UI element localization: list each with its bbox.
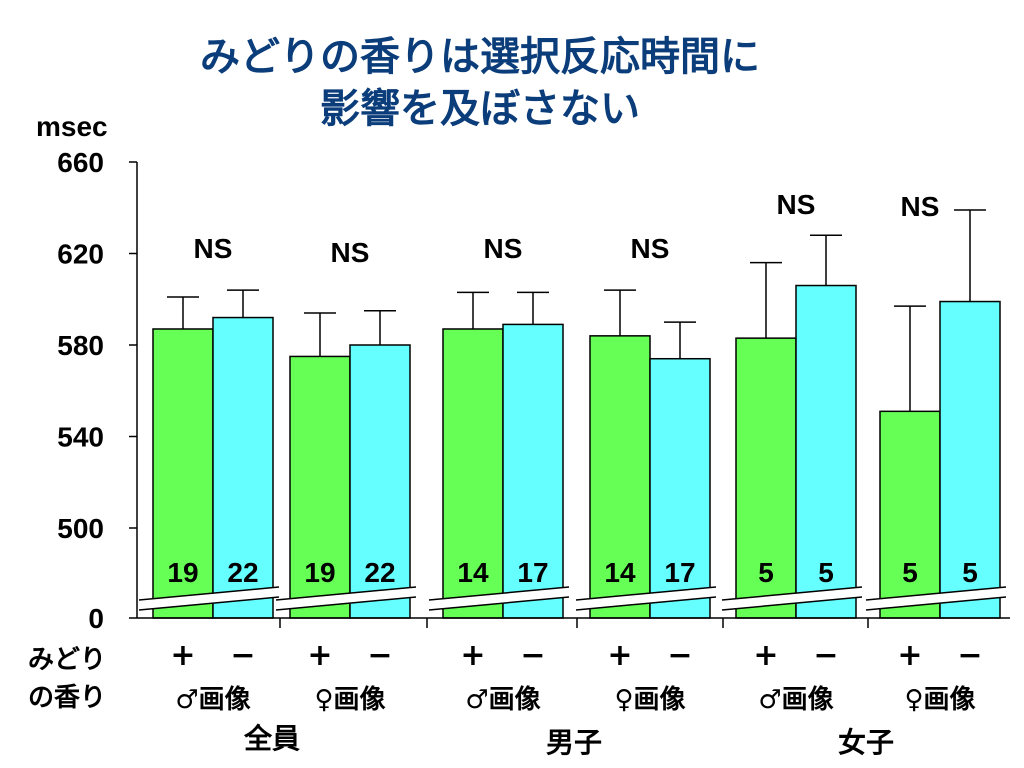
scent-label-3-1: − xyxy=(667,638,692,673)
scent-label-5-0: + xyxy=(897,638,922,673)
axis-break-line-b-2 xyxy=(428,596,570,611)
y-tick-label-3: 540 xyxy=(57,422,104,453)
image-label-5: ♀画像 xyxy=(904,685,976,715)
bar-4-1 xyxy=(795,284,857,619)
n-label-5-1: 5 xyxy=(962,557,978,588)
axis-break-gap-5 xyxy=(866,587,1006,610)
axis-break-line-a-0 xyxy=(138,586,280,601)
bar-3-1 xyxy=(649,357,711,619)
n-label-2-1: 17 xyxy=(517,557,548,588)
scent-label-1-1: − xyxy=(367,638,392,673)
y-tick-label-zero: 0 xyxy=(88,603,104,634)
significance-label-3: NS xyxy=(631,233,670,264)
y-axis-label: msec xyxy=(36,111,108,142)
axis-break-line-b-3 xyxy=(575,596,717,611)
axis-break-line-a-3 xyxy=(575,586,717,601)
significance-label-1: NS xyxy=(331,237,370,268)
y-tick-label-0: 660 xyxy=(57,147,104,178)
image-label-4: ♂画像 xyxy=(758,685,834,715)
axis-break-line-b-4 xyxy=(721,596,863,611)
axis-break-line-a-1 xyxy=(275,586,417,601)
image-label-0: ♂画像 xyxy=(175,685,251,715)
significance-label-5: NS xyxy=(901,191,940,222)
n-label-2-0: 14 xyxy=(457,557,489,588)
n-label-4-1: 5 xyxy=(818,557,834,588)
scent-label-3-0: + xyxy=(607,638,632,673)
category-label-1: 男子 xyxy=(546,726,602,759)
bar-5-0 xyxy=(879,410,941,619)
n-label-4-0: 5 xyxy=(758,557,774,588)
axis-break-gap-1 xyxy=(276,587,416,610)
image-label-2: ♂画像 xyxy=(465,685,541,715)
axis-break-gap-4 xyxy=(722,587,862,610)
y-tick-label-1: 620 xyxy=(57,239,104,270)
scent-label-0-0: + xyxy=(170,638,195,673)
n-label-3-0: 14 xyxy=(604,557,636,588)
n-label-0-0: 19 xyxy=(167,557,198,588)
scent-label-2-1: − xyxy=(520,638,545,673)
bar-5-1 xyxy=(939,300,1001,619)
image-label-1: ♀画像 xyxy=(314,685,386,715)
significance-label-2: NS xyxy=(484,233,523,264)
chart-title-line-1: みどりの香りは選択反応時間に xyxy=(200,34,760,80)
axis-break-line-a-2 xyxy=(428,586,570,601)
axis-break-gap-3 xyxy=(576,587,716,610)
category-label-2: 女子 xyxy=(838,726,894,759)
y-tick-label-2: 580 xyxy=(57,330,104,361)
bar-0-1 xyxy=(212,316,274,619)
axis-break-gap-0 xyxy=(139,587,279,610)
significance-label-4: NS xyxy=(777,189,816,220)
chart-title-line-2: 影響を及ぼさない xyxy=(320,86,640,132)
scent-label-0-1: − xyxy=(230,638,255,673)
image-label-3: ♀画像 xyxy=(614,685,686,715)
axis-break-line-b-1 xyxy=(275,596,417,611)
axis-break-gap-2 xyxy=(429,587,569,610)
significance-label-0: NS xyxy=(194,233,233,264)
scent-label-2-0: + xyxy=(460,638,485,673)
row-label-line-2: の香り xyxy=(28,683,106,713)
n-label-3-1: 17 xyxy=(664,557,695,588)
axis-break-line-a-4 xyxy=(721,586,863,601)
y-tick-label-4: 500 xyxy=(57,513,104,544)
n-label-1-0: 19 xyxy=(304,557,335,588)
n-label-1-1: 22 xyxy=(364,557,395,588)
axis-break-line-a-5 xyxy=(865,586,1007,601)
axis-break-line-b-0 xyxy=(138,596,280,611)
n-label-5-0: 5 xyxy=(902,557,918,588)
scent-label-5-1: − xyxy=(957,638,982,673)
category-label-0: 全員 xyxy=(243,722,300,755)
axis-break-line-b-5 xyxy=(865,596,1007,611)
bar-2-1 xyxy=(502,323,564,619)
row-label-line-1: みどり xyxy=(28,645,106,675)
scent-label-4-0: + xyxy=(753,638,778,673)
scent-label-4-1: − xyxy=(813,638,838,673)
scent-label-1-0: + xyxy=(307,638,332,673)
n-label-0-1: 22 xyxy=(227,557,258,588)
